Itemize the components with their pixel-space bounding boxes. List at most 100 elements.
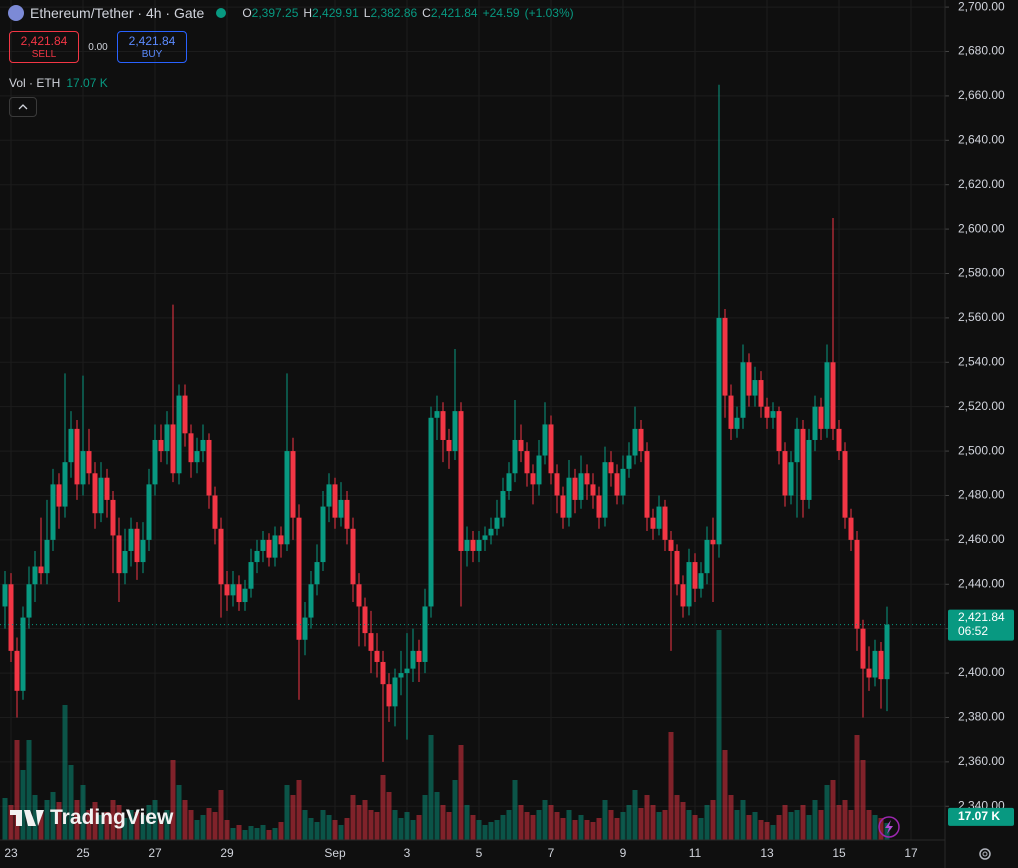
candle-body — [14, 650, 20, 691]
candle-body — [170, 424, 176, 474]
volume-bar — [428, 735, 434, 840]
candle-body — [530, 473, 536, 485]
volume-bar — [530, 815, 536, 840]
candle-body — [596, 495, 602, 518]
volume-bar — [854, 735, 860, 840]
candle-body — [224, 584, 230, 596]
y-tick-label: 2,440.00 — [958, 576, 1005, 590]
volume-title: Vol · ETH — [9, 76, 61, 90]
volume-bar — [596, 818, 602, 840]
volume-bar — [242, 830, 248, 840]
candle-body — [62, 462, 68, 507]
candle-body — [356, 584, 362, 607]
volume-bar — [410, 820, 416, 840]
volume-bar — [674, 795, 680, 840]
sell-button[interactable]: 2,421.84 SELL — [9, 31, 79, 63]
candle-body — [368, 633, 374, 651]
volume-bar — [866, 810, 872, 840]
volume-bar — [806, 815, 812, 840]
volume-bar — [722, 750, 728, 840]
alert-icon[interactable] — [878, 816, 900, 838]
ohlc-value: 2,429.91 — [312, 6, 359, 20]
candle-body — [638, 428, 644, 452]
volume-bar — [248, 826, 254, 840]
x-tick-label: 15 — [832, 846, 846, 860]
candle-body — [644, 451, 650, 518]
y-tick-label: 2,640.00 — [958, 132, 1005, 146]
y-tick-label: 2,680.00 — [958, 44, 1005, 58]
candle-body — [188, 433, 194, 463]
settings-gear[interactable] — [979, 848, 991, 860]
candle-body — [698, 573, 704, 589]
volume-bar — [296, 780, 302, 840]
volume-bar — [182, 800, 188, 840]
volume-bar — [614, 818, 620, 840]
candle-body — [32, 566, 38, 585]
chevron-path — [18, 104, 28, 110]
candle-body — [740, 362, 746, 418]
tv-logo-path — [10, 810, 44, 826]
candle-body — [764, 406, 770, 418]
volume-bar — [746, 815, 752, 840]
candle-body — [428, 417, 434, 607]
collapse-button[interactable] — [9, 97, 37, 117]
candle-body — [446, 439, 452, 452]
candle-body — [140, 539, 146, 563]
volume-bar — [512, 780, 518, 840]
y-tick-label: 2,700.00 — [958, 0, 1005, 13]
candle-body — [692, 562, 698, 589]
sell-text: SELL — [31, 49, 57, 60]
buy-button[interactable]: 2,421.84 BUY — [117, 31, 187, 63]
candle-body — [176, 395, 182, 474]
volume-bar — [266, 830, 272, 840]
volume-bar — [590, 822, 596, 840]
y-tick-label: 2,360.00 — [958, 754, 1005, 768]
ohlc-value: 2,382.86 — [370, 6, 418, 20]
candle-body — [290, 451, 296, 518]
volume-bar — [2, 798, 8, 840]
volume-bar — [188, 810, 194, 840]
candle-body — [182, 395, 188, 434]
volume-bar — [650, 805, 656, 840]
candle-body — [650, 517, 656, 529]
candle-body — [404, 668, 410, 674]
volume-bar — [290, 795, 296, 840]
symbol-title[interactable]: Ethereum/Tether · 4h · Gate — [30, 5, 205, 21]
candle-body — [146, 484, 152, 540]
volume-bar — [668, 732, 674, 840]
candle-body — [194, 451, 200, 463]
volume-bar — [476, 820, 482, 840]
volume-bar — [860, 760, 866, 840]
candle-body — [812, 406, 818, 440]
candle-body — [20, 617, 26, 691]
volume-bar — [146, 805, 152, 840]
candle-body — [320, 506, 326, 563]
volume-bar — [770, 825, 776, 840]
candle-body — [86, 451, 92, 474]
volume-bar — [14, 740, 20, 840]
candle-body — [770, 411, 776, 418]
volume-bar — [230, 828, 236, 840]
buy-text: BUY — [141, 49, 163, 60]
volume-bar — [878, 818, 884, 840]
volume-bar — [44, 800, 50, 840]
candle-body — [128, 528, 134, 551]
volume-bar — [104, 812, 110, 840]
candle-body — [362, 606, 368, 634]
volume-bar — [494, 820, 500, 840]
volume-bar — [314, 822, 320, 840]
candle-body — [782, 451, 788, 496]
y-tick-label: 2,620.00 — [958, 177, 1005, 191]
volume-bar — [782, 805, 788, 840]
candle-body — [278, 535, 284, 545]
candle-body — [272, 535, 278, 558]
watermark: TradingView — [10, 806, 173, 830]
volume-tag — [948, 807, 1014, 826]
volume-bar — [794, 810, 800, 840]
settings-gear-hub — [982, 851, 988, 857]
volume-bar — [626, 805, 632, 840]
candle-body — [512, 439, 518, 474]
volume-bar — [158, 820, 164, 840]
y-tick-label: 2,400.00 — [958, 665, 1005, 679]
